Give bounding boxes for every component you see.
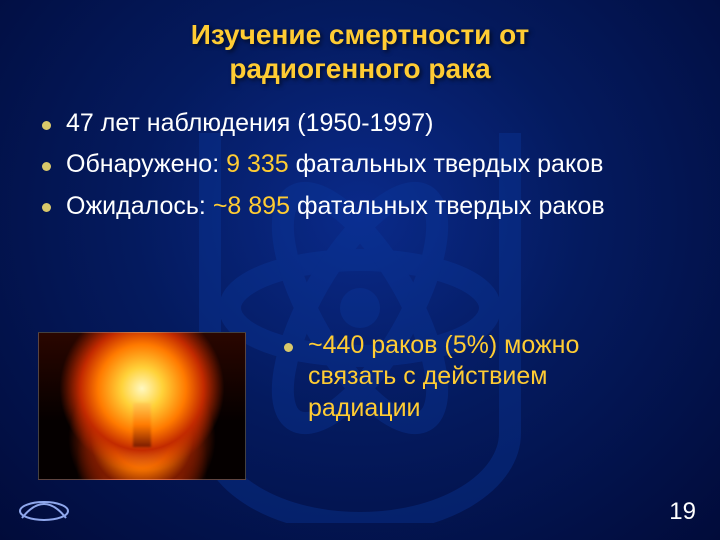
text-highlight: 9 335	[226, 150, 289, 178]
title-line-1: Изучение смертности от	[191, 19, 530, 50]
bullets-top: 47 лет наблюдения (1950-1997) Обнаружено…	[40, 108, 660, 232]
text-before: Ожидалось:	[66, 192, 213, 220]
title-line-2: радиогенного рака	[229, 53, 490, 84]
bullets-bottom: ~440 раков (5%) можно связать с действие…	[282, 330, 660, 434]
text-highlight: ~440 раков (5%) можно связать с действие…	[308, 331, 579, 422]
text-after: фатальных твердых раков	[289, 150, 604, 178]
bullet-item: Обнаружено: 9 335 фатальных твердых рако…	[40, 149, 660, 180]
slide-title: Изучение смертности от радиогенного рака	[0, 18, 720, 85]
explosion-stem	[133, 403, 151, 447]
text-after: фатальных твердых раков	[290, 192, 605, 220]
text-highlight: ~8 895	[213, 192, 290, 220]
bullet-item: ~440 раков (5%) можно связать с действие…	[282, 330, 660, 424]
text-before: 47 лет наблюдения (1950-1997)	[66, 109, 433, 137]
page-number: 19	[669, 498, 696, 526]
corner-logo	[16, 494, 72, 528]
bullet-item: Ожидалось: ~8 895 фатальных твердых рако…	[40, 191, 660, 222]
bullet-item: 47 лет наблюдения (1950-1997)	[40, 108, 660, 139]
text-before: Обнаружено:	[66, 150, 226, 178]
nuclear-explosion-image	[38, 332, 246, 480]
slide: Изучение смертности от радиогенного рака…	[0, 0, 720, 540]
